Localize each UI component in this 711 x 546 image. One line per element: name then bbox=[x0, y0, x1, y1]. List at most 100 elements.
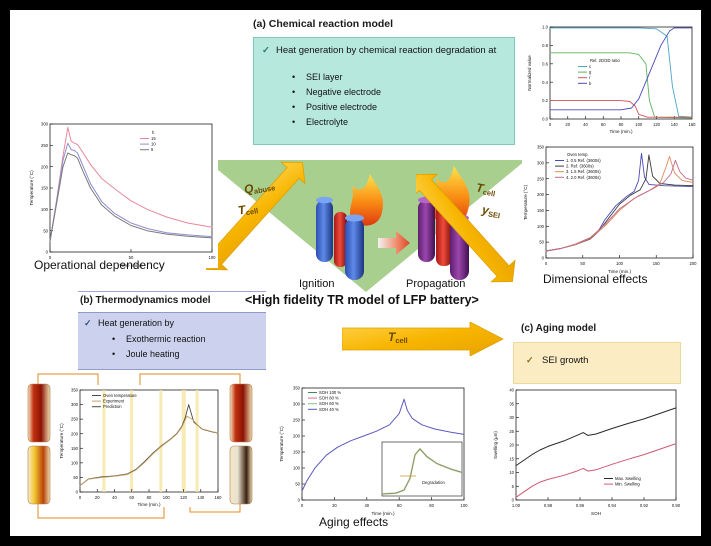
svg-text:0.0: 0.0 bbox=[542, 117, 548, 122]
right-double-arrow bbox=[416, 173, 516, 283]
svg-text:350: 350 bbox=[71, 388, 79, 393]
svg-text:80: 80 bbox=[147, 495, 152, 500]
svg-text:Time (min.): Time (min.) bbox=[371, 511, 395, 516]
bullet-icon: • bbox=[292, 117, 296, 127]
box-b-header: (b) Thermodynamics model bbox=[80, 295, 211, 306]
bullet-icon: • bbox=[292, 87, 296, 97]
svg-text:0.2: 0.2 bbox=[542, 98, 548, 103]
bullet-icon: • bbox=[112, 349, 116, 359]
check-icon: ✓ bbox=[84, 318, 92, 328]
svg-text:250: 250 bbox=[537, 176, 545, 181]
svg-text:100: 100 bbox=[293, 466, 301, 471]
chart-sei-decomposition: 0 20 40 60 80 100 120 140 160 0.0 0.2 0.4 0.6 0.8 1.0 T… bbox=[526, 22, 698, 134]
svg-text:Swelling (μm): Swelling (μm) bbox=[493, 431, 498, 459]
svg-text:0: 0 bbox=[542, 256, 545, 261]
svg-text:160: 160 bbox=[215, 495, 223, 500]
svg-text:300: 300 bbox=[41, 122, 49, 127]
bullet-icon: • bbox=[292, 72, 296, 82]
box-c-header: (c) Aging model bbox=[521, 323, 597, 334]
svg-text:200: 200 bbox=[293, 434, 301, 439]
svg-text:60: 60 bbox=[397, 503, 402, 508]
svg-text:20: 20 bbox=[509, 443, 514, 448]
box-a-lead: Heat generation by chemical reaction deg… bbox=[276, 45, 497, 56]
svg-text:0: 0 bbox=[512, 498, 515, 503]
svg-text:Normalized value: Normalized value bbox=[527, 55, 532, 91]
svg-text:Temperature (°C): Temperature (°C) bbox=[29, 170, 34, 206]
svg-text:100: 100 bbox=[163, 495, 171, 500]
svg-text:15: 15 bbox=[509, 456, 514, 461]
svg-text:120: 120 bbox=[180, 495, 188, 500]
svg-text:100: 100 bbox=[41, 207, 49, 212]
svg-text:SOH 40 %: SOH 40 % bbox=[319, 407, 339, 412]
svg-text:40: 40 bbox=[364, 503, 369, 508]
thermo-cell-illustrations bbox=[27, 373, 253, 519]
svg-text:250: 250 bbox=[41, 143, 49, 148]
box-b-lead: Heat generation by bbox=[98, 318, 175, 328]
chart-sei-growth: 1.00 0.98 0.96 0.94 0.92 0.90 0 5 10 15 20 25 30 35 40… bbox=[492, 384, 682, 516]
box-a-bullet-3: Positive electrode bbox=[306, 102, 378, 112]
svg-text:0: 0 bbox=[545, 261, 548, 266]
svg-text:Prediction: Prediction bbox=[103, 404, 122, 409]
operational-dependency-svg: 0 50 100 0 50 100 150 200 250 300 Time (min.) Tempe… bbox=[29, 122, 217, 268]
bullet-icon: • bbox=[112, 334, 116, 344]
center-title: <High fidelity TR model of LFP battery> bbox=[245, 293, 479, 307]
arrow-label-t-cell-right: Tcell bbox=[475, 180, 496, 199]
ignition-label: Ignition bbox=[299, 278, 335, 290]
svg-text:350: 350 bbox=[537, 145, 545, 150]
svg-text:Rel. 2D/3D ratio: Rel. 2D/3D ratio bbox=[590, 58, 620, 63]
svg-text:Degradation: Degradation bbox=[422, 480, 445, 485]
svg-text:0.8: 0.8 bbox=[542, 43, 548, 48]
svg-text:r: r bbox=[589, 75, 591, 80]
sei-growth-svg: 1.00 0.98 0.96 0.94 0.92 0.90 0 5 10 15 20 25 30 35 40… bbox=[493, 388, 681, 516]
svg-text:0: 0 bbox=[46, 250, 49, 255]
svg-text:50: 50 bbox=[129, 255, 134, 260]
thermodynamics-svg: 0 20 40 60 80 100 120 140 160 0 50 100 150 200 250 300 3… bbox=[59, 388, 223, 507]
svg-text:20: 20 bbox=[565, 122, 570, 127]
box-a-bullet-1: SEI layer bbox=[306, 72, 343, 82]
svg-text:15: 15 bbox=[151, 136, 156, 141]
svg-text:Temperature (°C): Temperature (°C) bbox=[279, 426, 284, 462]
caption-aging-effects: Aging effects bbox=[319, 515, 389, 529]
svg-text:50: 50 bbox=[539, 240, 544, 245]
svg-text:b: b bbox=[589, 81, 592, 86]
sei-decomposition-svg: 0 20 40 60 80 100 120 140 160 0.0 0.2 0.4 0.6 0.8 1.0 T… bbox=[527, 25, 696, 134]
svg-text:0.98: 0.98 bbox=[544, 503, 553, 508]
transition-arrow-icon bbox=[378, 231, 410, 255]
battery-cell bbox=[334, 212, 347, 267]
svg-text:150: 150 bbox=[653, 261, 661, 266]
svg-text:80: 80 bbox=[429, 503, 434, 508]
svg-text:50: 50 bbox=[43, 228, 48, 233]
svg-text:100: 100 bbox=[71, 460, 79, 465]
svg-text:SOH 80 %: SOH 80 % bbox=[319, 396, 339, 401]
svg-text:140: 140 bbox=[197, 495, 205, 500]
battery-cell bbox=[316, 200, 333, 262]
svg-text:150: 150 bbox=[41, 186, 49, 191]
box-c-body: ✓ SEI growth bbox=[513, 342, 681, 384]
svg-text:1. 0.5 Ref. (3600s): 1. 0.5 Ref. (3600s) bbox=[566, 158, 601, 163]
svg-text:40: 40 bbox=[509, 388, 514, 393]
caption-operational-dependency: Operational dependency bbox=[34, 258, 165, 272]
svg-text:10: 10 bbox=[509, 470, 514, 475]
svg-text:5: 5 bbox=[151, 147, 154, 152]
svg-text:0: 0 bbox=[79, 495, 82, 500]
svg-text:1.00: 1.00 bbox=[512, 503, 521, 508]
svg-text:g: g bbox=[589, 70, 592, 75]
cell-thumb bbox=[229, 445, 253, 505]
svg-text:20: 20 bbox=[332, 503, 337, 508]
svg-text:2. Ref. (3600s): 2. Ref. (3600s) bbox=[566, 164, 594, 169]
svg-text:Time (min.): Time (min.) bbox=[119, 263, 143, 268]
svg-text:Oven temp.: Oven temp. bbox=[567, 152, 589, 157]
svg-text:300: 300 bbox=[293, 402, 301, 407]
caption-dimensional-effects: Dimensional effects bbox=[543, 272, 648, 286]
svg-text:60: 60 bbox=[129, 495, 134, 500]
chart-dimensional-effects: 0 50 100 150 200 0 50 100 150 200 250 300 350 Time (m… bbox=[522, 142, 698, 274]
svg-text:120: 120 bbox=[653, 122, 661, 127]
svg-text:100: 100 bbox=[209, 255, 217, 260]
svg-text:40: 40 bbox=[583, 122, 588, 127]
svg-text:80: 80 bbox=[619, 122, 624, 127]
svg-text:0: 0 bbox=[301, 503, 304, 508]
svg-text:200: 200 bbox=[537, 192, 545, 197]
svg-text:200: 200 bbox=[71, 431, 79, 436]
cell-thumb bbox=[27, 445, 51, 505]
